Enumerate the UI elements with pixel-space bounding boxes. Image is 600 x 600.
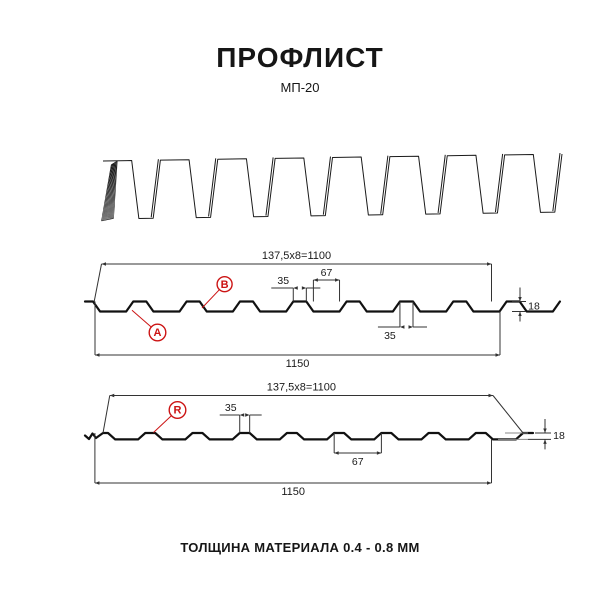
svg-text:18: 18	[528, 301, 540, 313]
svg-text:1150: 1150	[286, 358, 310, 370]
svg-text:B: B	[221, 279, 229, 291]
svg-text:1150: 1150	[281, 486, 305, 498]
svg-text:137,5x8=1100: 137,5x8=1100	[262, 250, 331, 262]
svg-text:R: R	[174, 405, 182, 417]
svg-text:137,5x8=1100: 137,5x8=1100	[267, 382, 336, 394]
svg-text:18: 18	[553, 430, 565, 442]
svg-text:35: 35	[277, 275, 289, 287]
svg-text:A: A	[154, 327, 162, 339]
svg-text:35: 35	[384, 330, 396, 342]
svg-text:67: 67	[352, 456, 364, 468]
svg-text:35: 35	[225, 402, 237, 414]
svg-text:67: 67	[321, 267, 333, 279]
